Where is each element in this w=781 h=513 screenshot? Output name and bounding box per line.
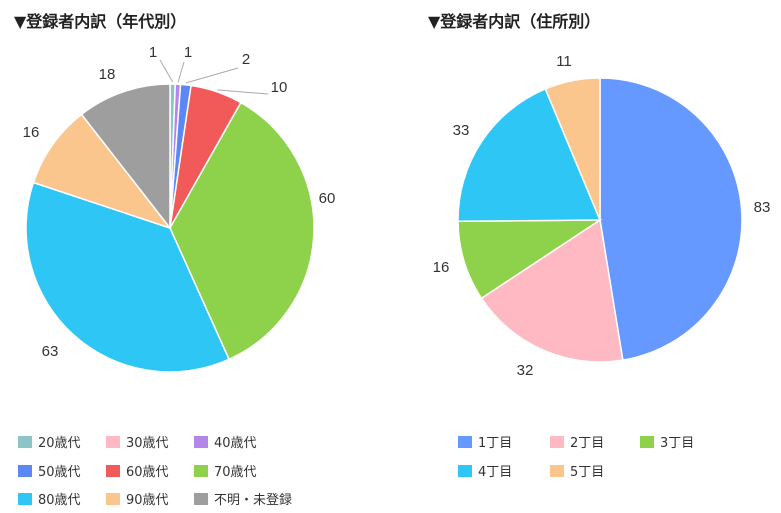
data-label: 2 — [242, 51, 250, 68]
legend-label: 2丁目 — [570, 436, 605, 451]
legend-item: 2丁目 — [550, 432, 604, 451]
chart-title-age: ▼登録者内訳（年代別） — [14, 12, 187, 31]
data-label: 16 — [23, 124, 40, 141]
data-label: 1 — [149, 44, 157, 61]
label-leader-line — [159, 59, 174, 83]
legend-item: 3丁目 — [640, 432, 694, 451]
legend-swatch — [106, 464, 120, 477]
legend-label: 3丁目 — [660, 436, 695, 451]
data-label: 1 — [184, 44, 192, 61]
legend-label: 60歳代 — [126, 465, 169, 480]
legend-swatch — [18, 464, 32, 477]
legend-item: 4丁目 — [458, 461, 512, 480]
pie-slice — [169, 101, 315, 361]
pie-slice — [25, 181, 231, 373]
legend-item: 70歳代 — [194, 461, 257, 480]
legend-item: 80歳代 — [18, 489, 81, 508]
pie-slice — [544, 77, 601, 221]
data-label: 11 — [556, 53, 572, 70]
legend-item: 90歳代 — [106, 489, 169, 508]
label-leader-line — [177, 61, 185, 83]
legend-item: 50歳代 — [18, 461, 81, 480]
pie-slice — [32, 113, 173, 230]
legend-item: 30歳代 — [106, 432, 169, 451]
pie-slice — [457, 87, 602, 223]
legend-swatch — [18, 435, 32, 448]
legend-item: 不明・未登録 — [194, 489, 292, 508]
legend-swatch — [458, 435, 472, 448]
legend-swatch — [106, 492, 120, 505]
data-label: 32 — [517, 362, 534, 379]
label-leader-line — [217, 89, 269, 95]
data-label: 60 — [319, 190, 336, 207]
legend-label: 1丁目 — [478, 436, 513, 451]
legend-label: 5丁目 — [570, 465, 605, 480]
legend-swatch — [194, 435, 208, 448]
legend-item: 1丁目 — [458, 432, 512, 451]
legend-swatch — [458, 464, 472, 477]
data-label: 63 — [42, 343, 59, 360]
legend-item: 60歳代 — [106, 461, 169, 480]
legend-label: 20歳代 — [38, 436, 81, 451]
pie-slice — [80, 83, 171, 231]
data-label: 18 — [99, 66, 116, 83]
legend-label: 80歳代 — [38, 493, 81, 508]
data-label: 33 — [453, 122, 470, 139]
legend-label: 30歳代 — [126, 436, 169, 451]
legend-label: 50歳代 — [38, 465, 81, 480]
legend-item: 20歳代 — [18, 432, 81, 451]
legend-label: 90歳代 — [126, 493, 169, 508]
legend-swatch — [550, 464, 564, 477]
legend-label: 不明・未登録 — [214, 493, 293, 508]
data-label: 83 — [754, 199, 771, 216]
legend-swatch — [640, 435, 654, 448]
legend-label: 70歳代 — [214, 465, 257, 480]
pie-slice — [599, 77, 743, 362]
legend-swatch — [18, 492, 32, 505]
label-leader-line — [185, 67, 239, 84]
legend-swatch — [194, 464, 208, 477]
legend-swatch — [194, 492, 208, 505]
legend-item: 5丁目 — [550, 461, 604, 480]
legend-label: 4丁目 — [478, 465, 513, 480]
data-label: 10 — [271, 79, 288, 96]
data-label: 16 — [433, 259, 450, 276]
legend-label: 40歳代 — [214, 436, 257, 451]
legend-swatch — [106, 435, 120, 448]
chart-title-address: ▼登録者内訳（住所別） — [428, 12, 601, 31]
legend-swatch — [550, 435, 564, 448]
pie-slice — [480, 218, 624, 363]
pie-slice — [457, 219, 603, 300]
legend-item: 40歳代 — [194, 432, 257, 451]
